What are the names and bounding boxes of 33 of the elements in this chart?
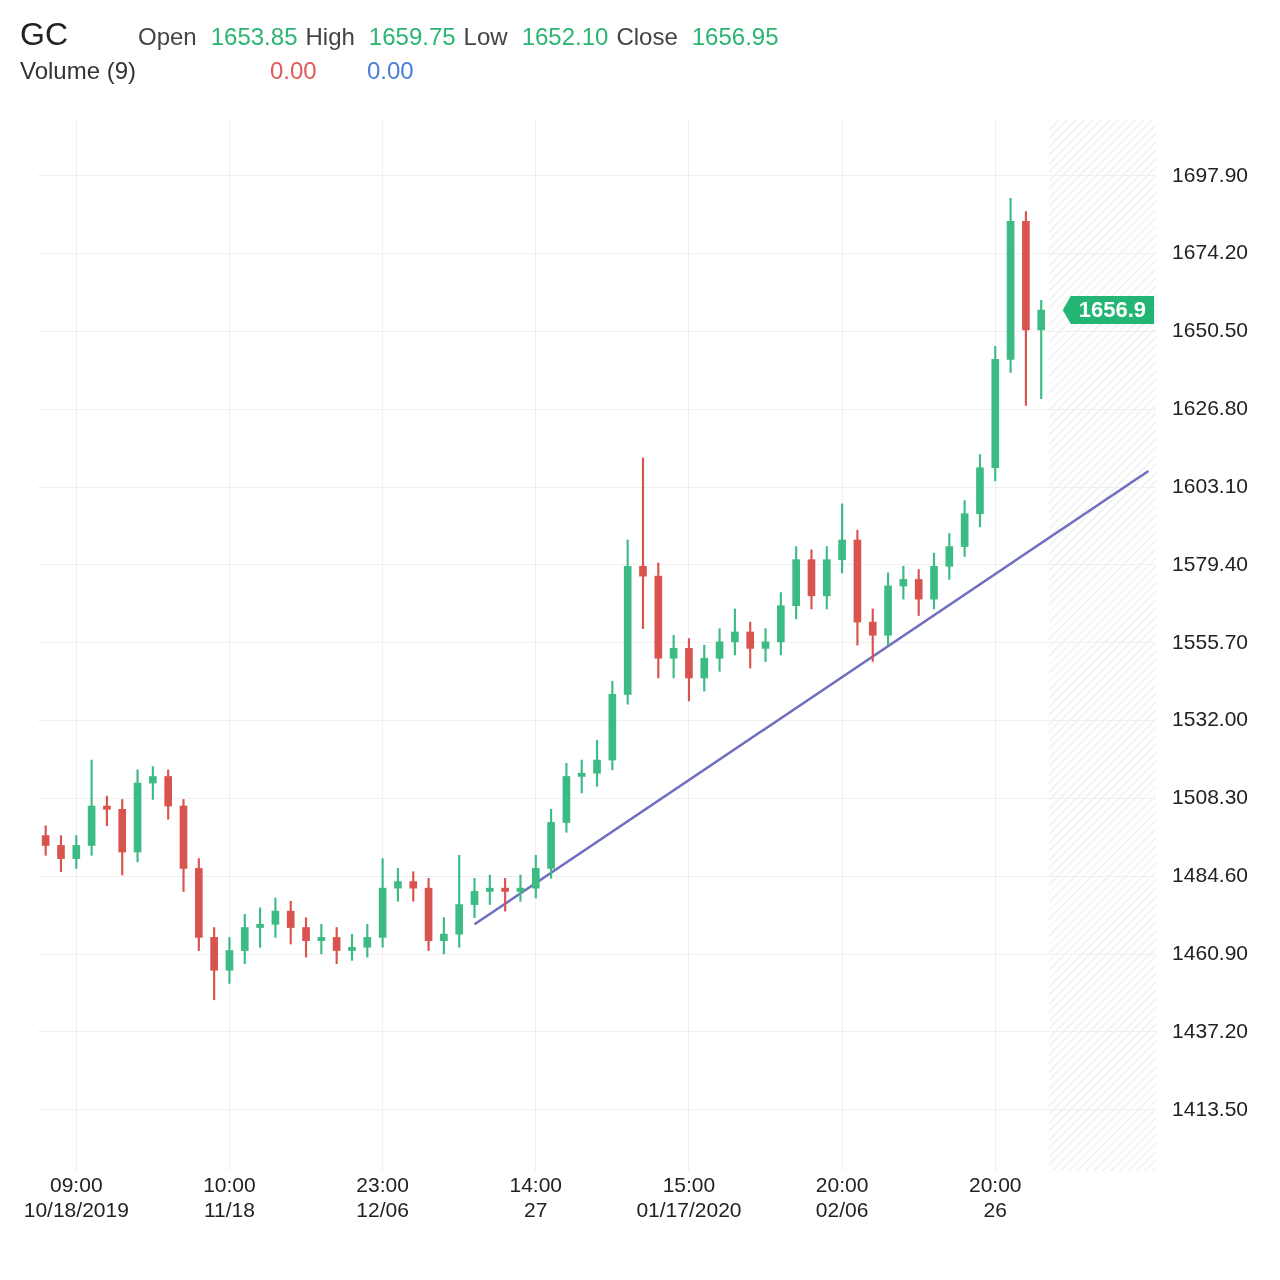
y-tick-label: 1532.00 xyxy=(1172,707,1249,731)
y-tick-label: 1674.20 xyxy=(1172,240,1249,264)
x-tick-label: 23:00 12/06 xyxy=(356,1173,409,1222)
y-tick-label: 1603.10 xyxy=(1172,473,1249,497)
y-tick-label: 1460.90 xyxy=(1172,940,1249,964)
chart-title: GC xyxy=(20,16,68,53)
text: 0.00 xyxy=(367,57,414,85)
text: Close xyxy=(616,23,678,51)
text: 1653.85 xyxy=(210,23,298,51)
y-tick-label: 1484.60 xyxy=(1172,863,1249,887)
x-tick-label: 14:00 27 xyxy=(509,1173,563,1222)
y-tick-label: 1579.40 xyxy=(1172,551,1249,575)
annotation: 1656.9 xyxy=(1078,297,1147,323)
text: 1652.10 xyxy=(521,23,609,51)
y-tick-label: 1626.80 xyxy=(1172,396,1249,420)
text: 1659.75 xyxy=(368,23,456,51)
text: Low xyxy=(463,23,508,51)
y-tick-label: 1650.50 xyxy=(1172,318,1249,342)
text: Open xyxy=(138,23,197,51)
y-tick-label: 1508.30 xyxy=(1172,785,1249,809)
text: Volume (9) xyxy=(20,57,138,85)
x-tick-label: 15:00 01/17/2020 xyxy=(636,1173,742,1222)
text: 0.00 xyxy=(270,57,318,85)
y-tick-label: 1437.20 xyxy=(1172,1018,1249,1042)
text: 1656.95 xyxy=(691,23,779,51)
x-tick-label: 09:00 10/18/2019 xyxy=(23,1173,129,1222)
x-tick-label: 20:00 26 xyxy=(968,1173,1022,1222)
y-tick-label: 1697.90 xyxy=(1172,162,1249,186)
y-tick-label: 1555.70 xyxy=(1172,629,1249,653)
x-tick-label: 20:00 02/06 xyxy=(815,1173,869,1222)
text: High xyxy=(305,23,355,51)
y-tick-label: 1413.50 xyxy=(1172,1096,1249,1120)
x-tick-label: 10:00 11/18 xyxy=(203,1173,256,1222)
